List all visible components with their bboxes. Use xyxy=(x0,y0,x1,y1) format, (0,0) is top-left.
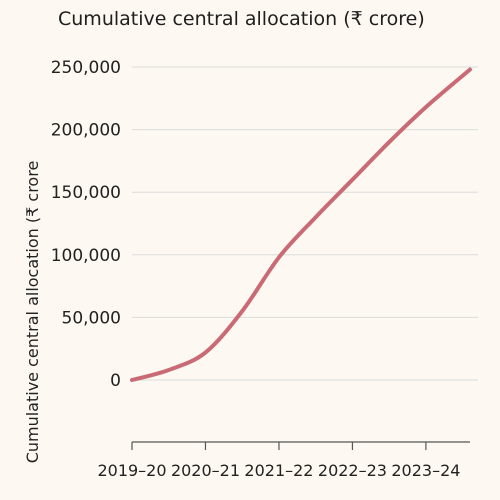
series-line-0 xyxy=(130,67,472,382)
x-tick-label: 2021–22 xyxy=(244,461,313,480)
x-tick-label: 2023–24 xyxy=(391,461,460,480)
y-tick-label: 100,000 xyxy=(51,246,121,266)
y-tick-label: 250,000 xyxy=(51,58,121,78)
x-tick-label: 2022–23 xyxy=(318,461,387,480)
x-tick-label: 2019–20 xyxy=(97,461,166,480)
chart-title: Cumulative central allocation (₹ crore) xyxy=(58,8,425,30)
y-tick-label: 0 xyxy=(110,371,121,391)
y-tick-label: 200,000 xyxy=(51,121,121,141)
y-tick-label: 50,000 xyxy=(62,308,121,328)
y-axis-label: Cumulative central allocation (₹ crore xyxy=(23,161,42,464)
y-tick-label: 150,000 xyxy=(51,183,121,203)
x-tick-label: 2020–21 xyxy=(171,461,240,480)
